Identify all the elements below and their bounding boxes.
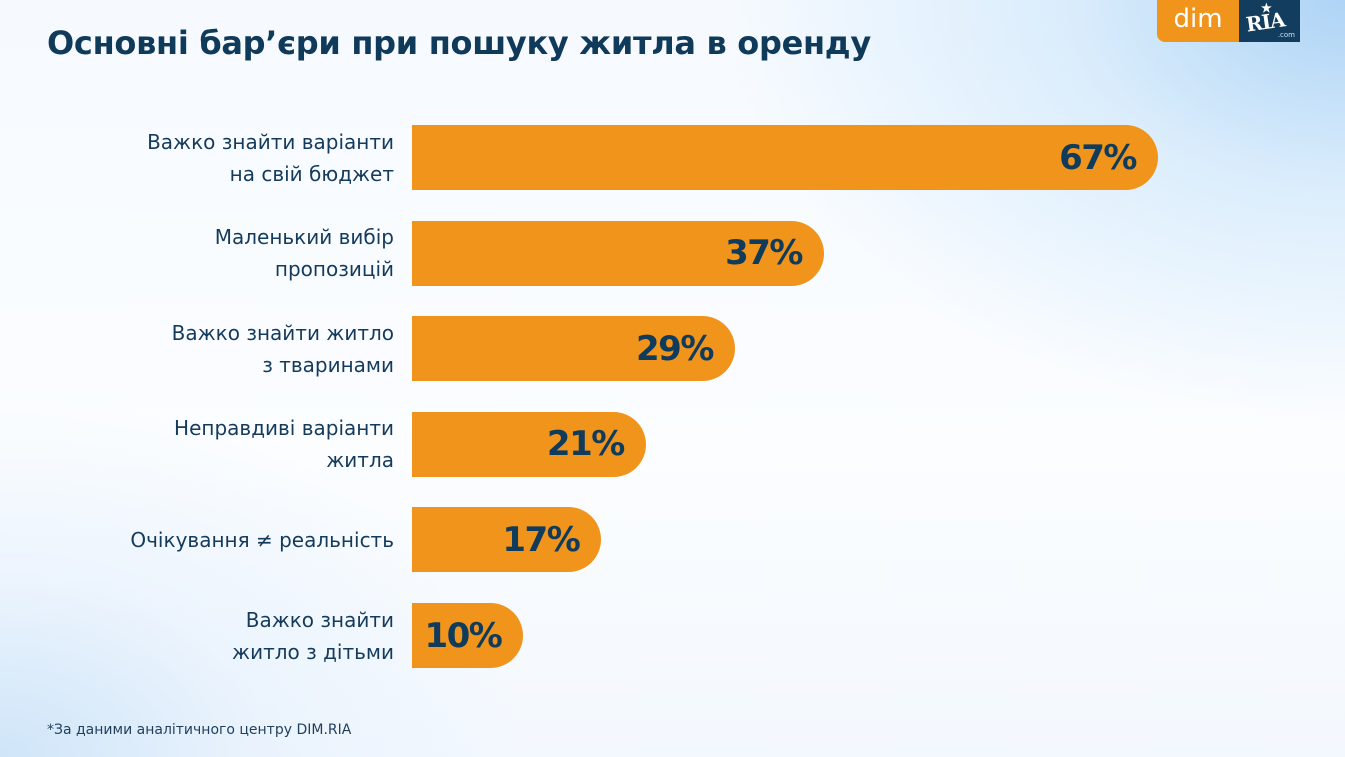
category-label: Важко знайти варіанти на свій бюджет	[147, 129, 394, 186]
bar-value-label: 67%	[1059, 137, 1137, 178]
dim-ria-logo[interactable]: dim ★ RIA .com	[1157, 0, 1300, 42]
bar-value-label: 17%	[502, 519, 580, 560]
bar-row: Важко знайти варіанти на свій бюджет 67%	[0, 125, 1345, 190]
bar-row: Неправдиві варіанти житла 21%	[0, 411, 1345, 477]
bar-value-label: 21%	[546, 424, 625, 465]
bar-row: Очікування ≠ реальність 17%	[0, 507, 1345, 573]
bar-row: Важко знайти житло з дітьми 10%	[0, 603, 1345, 668]
bar-row: Важко знайти житло з тваринами 29%	[0, 316, 1345, 382]
bar: 10%	[412, 603, 524, 668]
logo-ria: ★ RIA .com	[1239, 0, 1300, 42]
bar: 67%	[412, 125, 1158, 190]
footnote: *За даними аналітичного центру DIM.RIA	[47, 722, 352, 738]
category-label: Маленький вибір пропозицій	[214, 225, 394, 282]
bar: 17%	[412, 507, 602, 573]
star-icon: ★	[1261, 1, 1272, 15]
bar-value-label: 37%	[725, 233, 803, 274]
bar-row: Маленький вибір пропозицій 37%	[0, 220, 1345, 286]
bar-value-label: 29%	[636, 328, 714, 369]
bar: 29%	[412, 316, 735, 382]
category-label: Неправдиві варіанти житла	[174, 416, 394, 473]
page-title: Основні бар’єри при пошуку житла в оренд…	[47, 24, 871, 62]
category-label: Очікування ≠ реальність	[130, 527, 394, 552]
category-label: Важко знайти житло з дітьми	[232, 607, 394, 664]
bar-value-label: 10%	[424, 615, 502, 656]
logo-dim: dim	[1157, 0, 1239, 42]
category-label: Важко знайти житло з тваринами	[171, 320, 394, 377]
bar: 37%	[412, 220, 824, 286]
bar: 21%	[412, 411, 646, 477]
logo-ria-com: .com	[1277, 31, 1295, 39]
